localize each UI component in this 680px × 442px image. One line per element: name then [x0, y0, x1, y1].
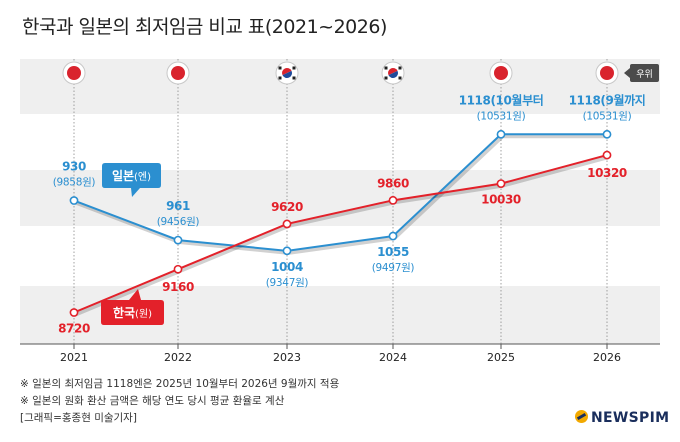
japan-flag-icon — [489, 61, 513, 85]
japan-won-value-2024: (9497원) — [372, 262, 415, 274]
trigram-3 — [398, 76, 402, 80]
rank-badge-shape — [624, 64, 659, 82]
point-1-2026 — [602, 150, 612, 160]
korea-value-2022: 9160 — [162, 280, 194, 294]
korea-value-2025: 10030 — [481, 193, 521, 207]
point-1-2023 — [282, 219, 292, 229]
korea-value-2023: 9620 — [271, 200, 303, 214]
japan-legend-callout: 일본(엔) — [102, 163, 161, 197]
point-0-2025 — [496, 129, 506, 139]
japan-won-value-2023: (9347원) — [266, 277, 309, 289]
japan-value-2023: 1004 — [271, 260, 303, 274]
japan-value-2026: 1118(9월까지 — [569, 92, 646, 107]
trigram-0 — [384, 66, 388, 70]
brand-mark-icon — [575, 410, 588, 423]
korea-legend-name: 한국 — [113, 305, 135, 320]
brand-logo: NEWSPIM — [575, 409, 669, 426]
korea-value-2024: 9860 — [377, 176, 409, 190]
band-0 — [20, 59, 660, 114]
trigram-1 — [398, 66, 402, 70]
x-tick-label-2024: 2024 — [379, 351, 407, 364]
japan-sun — [67, 66, 81, 80]
footnotes: ※ 일본의 최저임금 1118엔은 2025년 10월부터 2026년 9월까지… — [20, 376, 339, 427]
japan-legend-label: 일본(엔) — [112, 169, 151, 183]
rank-badge-label: 우위 — [636, 69, 653, 80]
x-tick-label-2023: 2023 — [273, 351, 301, 364]
series-shadow-0 — [74, 134, 609, 255]
point-0-2023 — [282, 246, 292, 256]
japan-legend-unit: (엔) — [134, 171, 151, 183]
point-1-2022 — [173, 264, 183, 274]
series-shadow-1 — [74, 155, 610, 317]
point-0-2024 — [388, 231, 398, 241]
trigram-0 — [278, 66, 282, 70]
footnote-2: ※ 일본의 원화 환산 금액은 해당 연도 당시 평균 환율로 계산 — [20, 395, 285, 407]
japan-value-2022: 961 — [166, 199, 190, 213]
footnote-1: ※ 일본의 최저임금 1118엔은 2025년 10월부터 2026년 9월까지… — [20, 378, 340, 390]
point-0-2022 — [173, 235, 183, 245]
korea-legend-label: 한국(원) — [113, 305, 152, 320]
taegeuk-red — [282, 68, 292, 76]
page-title: 한국과 일본의 최저임금 비교 표(2021~2026) — [22, 16, 387, 38]
japan-sun — [600, 66, 614, 80]
point-1-2024 — [388, 195, 398, 205]
japan-won-value-2026: (10531원) — [583, 110, 632, 122]
korea-flag-icon — [275, 61, 299, 85]
korea-flag-icon — [381, 61, 405, 85]
series-line-1 — [73, 154, 608, 314]
credit: [그래픽=홍종현 미술기자] — [20, 412, 137, 424]
japan-legend-box — [102, 163, 161, 197]
taegeuk-red — [388, 68, 398, 76]
x-tick-label-2022: 2022 — [164, 351, 192, 364]
taegeuk-blue — [282, 70, 292, 78]
japan-won-value-2021: (9858원) — [53, 177, 96, 189]
japan-sun — [171, 66, 185, 80]
korea-value-2021: 8720 — [58, 322, 90, 336]
japan-value-2024: 1055 — [377, 245, 409, 259]
trigram-3 — [292, 76, 296, 80]
trigram-2 — [278, 76, 282, 80]
korea-legend-callout: 한국(원) — [101, 289, 164, 325]
japan-flag-icon — [166, 61, 190, 85]
japan-value-2025: 1118(10월부터 — [459, 92, 544, 107]
x-tick-label-2021: 2021 — [60, 351, 88, 364]
korea-value-2026: 10320 — [587, 166, 627, 180]
korea-legend-unit: (원) — [135, 308, 152, 320]
japan-won-value-2022: (9456원) — [157, 216, 200, 228]
japan-sun — [494, 66, 508, 80]
taegeuk-blue — [388, 70, 398, 78]
rank-badge: 우위 — [624, 64, 659, 82]
japan-flag-icon — [62, 61, 86, 85]
trigram-2 — [384, 76, 388, 80]
trigram-1 — [292, 66, 296, 70]
x-tick-label-2026: 2026 — [593, 351, 621, 364]
japan-value-2021: 930 — [62, 160, 86, 174]
point-1-2025 — [496, 179, 506, 189]
point-1-2021 — [69, 308, 79, 317]
japan-legend-name: 일본 — [112, 169, 134, 183]
brand-name: NEWSPIM — [591, 410, 670, 426]
japan-won-value-2025: (10531원) — [477, 110, 526, 122]
point-0-2026 — [602, 129, 612, 139]
japan-flag-icon — [595, 61, 619, 85]
korea-legend-box — [101, 289, 164, 325]
point-0-2021 — [69, 196, 79, 205]
x-tick-label-2025: 2025 — [487, 351, 515, 364]
series-line-0 — [73, 133, 607, 252]
